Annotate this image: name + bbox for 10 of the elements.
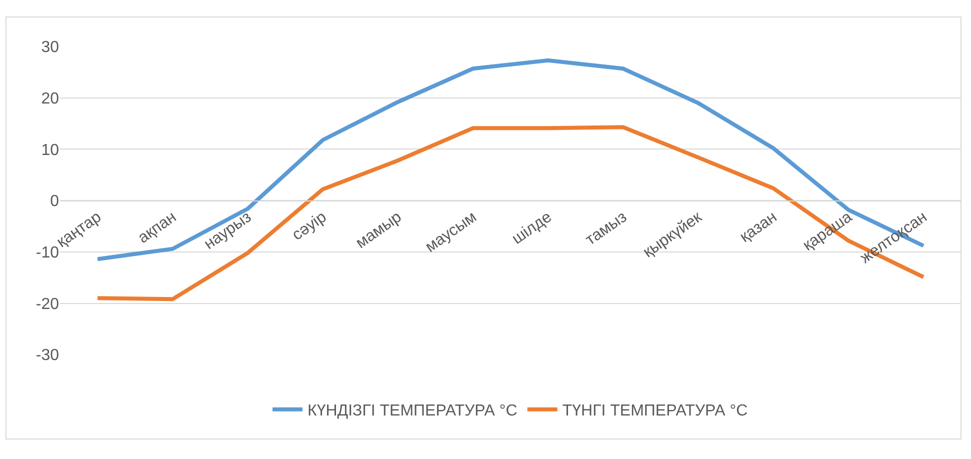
legend-label: ТҮНГІ ТЕМПЕРАТУРА °C xyxy=(562,402,748,420)
y-tick-label: 20 xyxy=(41,90,60,108)
y-tick-label: 10 xyxy=(41,142,60,159)
y-tick-label: -30 xyxy=(36,347,60,364)
y-tick-label: -20 xyxy=(36,296,60,313)
y-tick-label: 0 xyxy=(50,193,60,210)
x-tick-label: сәуір xyxy=(289,208,330,244)
y-tick-label: -10 xyxy=(36,244,60,262)
y-tick-label: 30 xyxy=(41,39,60,56)
legend-label: КҮНДІЗГІ ТЕМПЕРАТУРА °C xyxy=(308,402,518,420)
